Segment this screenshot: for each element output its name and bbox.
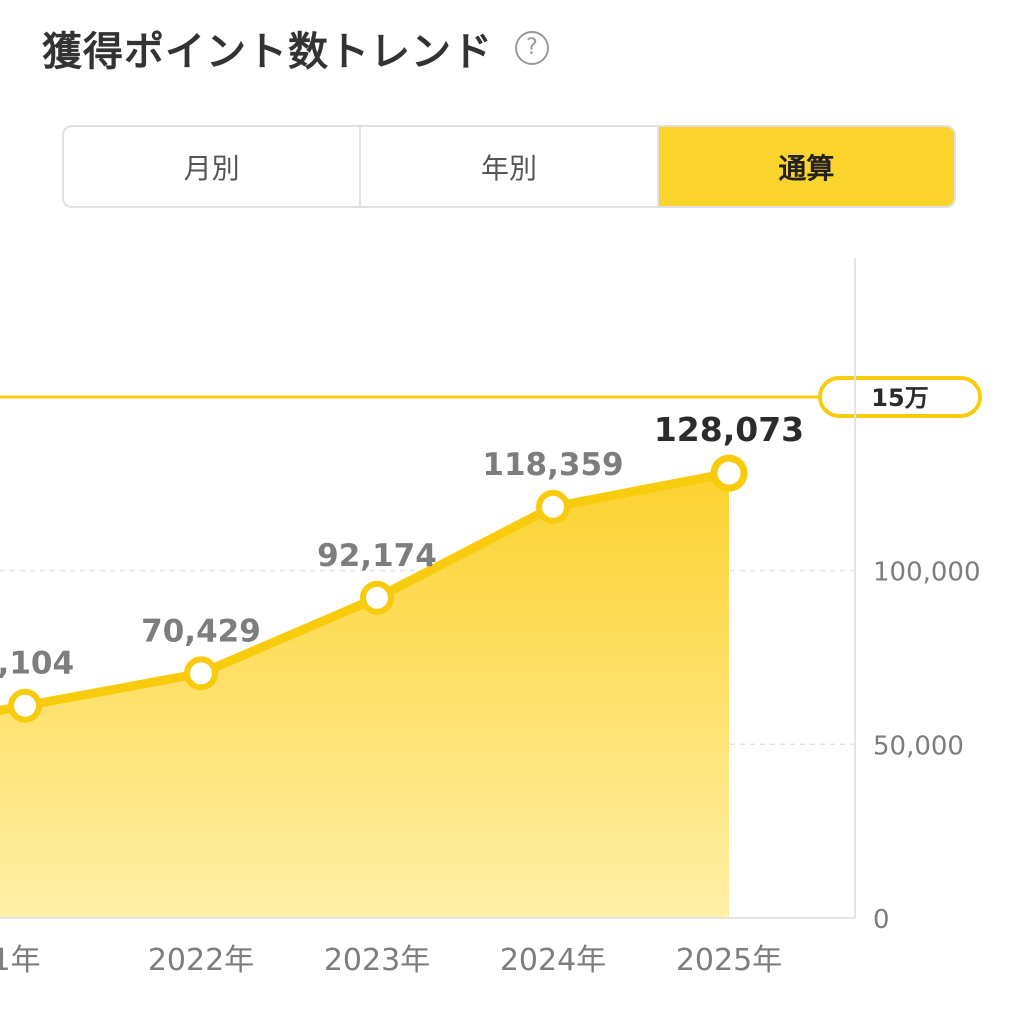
data-point[interactable] (536, 489, 570, 524)
axis-layer: 0 50,000 100,000 021年 2022年 2023年 2024年 2025年 (0, 258, 981, 978)
tab-yearly-label: 年別 (480, 151, 537, 185)
x-tick-label: 2025年 (676, 943, 782, 978)
data-point[interactable] (710, 454, 748, 492)
y-tick-label: 100,000 (873, 558, 981, 588)
point-layer (8, 454, 748, 723)
area-layer (0, 473, 729, 918)
goal-label: 15万 (871, 384, 928, 412)
y-tick-label: 50,000 (873, 731, 964, 761)
tab-monthly-label: 月別 (183, 151, 240, 185)
data-label: 1,104 (0, 646, 74, 682)
chart-header: 獲得ポイント数トレンド ? (42, 20, 549, 76)
period-tabs: 月別 年別 通算 (62, 125, 956, 208)
data-point[interactable] (360, 580, 394, 615)
area-fill (0, 473, 729, 918)
goal-layer: 15万 (0, 375, 982, 418)
x-tick-label: 021年 (0, 943, 41, 978)
data-label: 70,429 (141, 613, 261, 649)
label-layer: 1,104 70,429 92,174 118,359 128,073 (0, 410, 804, 682)
x-tick-label: 2024年 (500, 943, 606, 978)
x-tick-label: 2022年 (148, 943, 254, 978)
data-label: 118,359 (482, 447, 623, 483)
chart-title: 獲得ポイント数トレンド (42, 29, 493, 75)
data-label: 128,073 (654, 410, 804, 449)
help-icon[interactable]: ? (515, 31, 549, 65)
data-point[interactable] (184, 656, 218, 691)
tab-monthly[interactable]: 月別 (64, 127, 362, 206)
tab-cumulative[interactable]: 通算 (658, 127, 954, 206)
x-tick-label: 2023年 (324, 943, 430, 978)
goal-badge (818, 375, 982, 418)
tab-yearly[interactable]: 年別 (361, 127, 659, 206)
tab-cumulative-label: 通算 (778, 151, 835, 185)
y-tick-label: 0 (873, 905, 890, 935)
data-label: 92,174 (317, 538, 437, 574)
data-point[interactable] (8, 688, 42, 723)
points-trend-chart: 15万 1,104 70,429 92,174 118,359 128,073 0 50,… (0, 258, 982, 978)
